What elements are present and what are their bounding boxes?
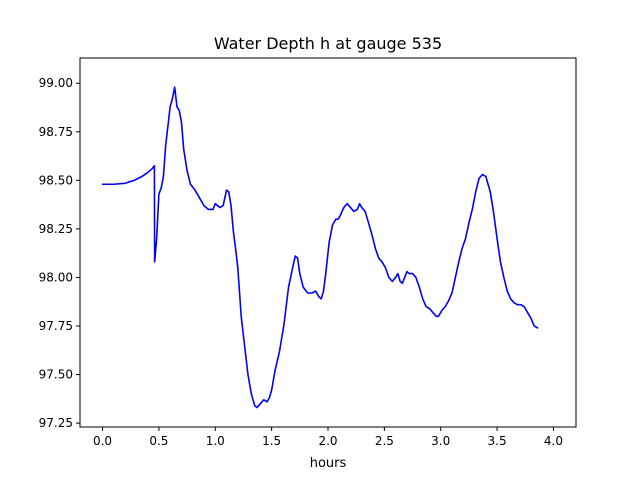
y-tick-label: 97.50 bbox=[39, 368, 73, 382]
x-tick-label: 0.0 bbox=[93, 434, 112, 448]
x-tick-label: 3.0 bbox=[431, 434, 450, 448]
x-tick-label: 2.0 bbox=[318, 434, 337, 448]
x-axis-label: hours bbox=[310, 456, 347, 471]
x-tick-label: 4.0 bbox=[544, 434, 563, 448]
chart-title: Water Depth h at gauge 535 bbox=[214, 34, 442, 53]
y-tick-label: 98.75 bbox=[39, 125, 73, 139]
y-tick-label: 98.00 bbox=[39, 270, 73, 284]
y-tick-label: 99.00 bbox=[39, 76, 73, 90]
y-tick-label: 98.25 bbox=[39, 222, 73, 236]
x-tick-label: 0.5 bbox=[149, 434, 168, 448]
y-tick-label: 97.75 bbox=[39, 319, 73, 333]
x-tick-label: 1.0 bbox=[206, 434, 225, 448]
x-tick-label: 2.5 bbox=[375, 434, 394, 448]
axes: 0.0 0.5 1.0 1.5 2.0 2.5 3.0 3.5 4.0 97.25 97.50 97.… bbox=[39, 57, 577, 448]
series-line-0 bbox=[101, 86, 539, 409]
x-tick-label: 1.5 bbox=[262, 434, 281, 448]
x-tick-label: 3.5 bbox=[488, 434, 507, 448]
y-tick-label: 97.25 bbox=[39, 416, 73, 430]
plot-area bbox=[101, 86, 539, 409]
y-tick-label: 98.50 bbox=[39, 173, 73, 187]
